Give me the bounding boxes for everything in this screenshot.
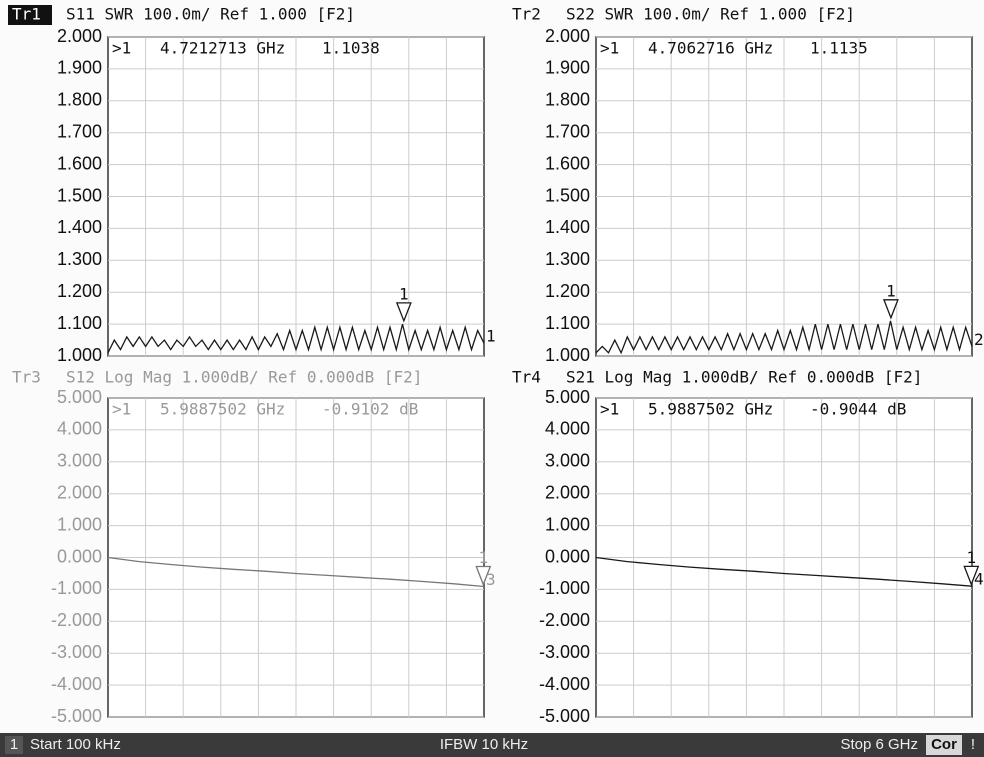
y-tick-label: 1.700	[57, 121, 102, 141]
trace-line	[595, 320, 973, 355]
marker-frequency: 5.9887502 GHz	[160, 400, 285, 419]
y-tick-label: 3.000	[545, 451, 590, 471]
y-tick-label: -1.000	[539, 578, 590, 598]
chart-title: S22 SWR 100.0m/ Ref 1.000 [F2]	[566, 5, 855, 24]
correction: Cor	[931, 736, 957, 753]
y-tick-label: 5.000	[545, 387, 590, 407]
trace-label: Tr3	[12, 368, 41, 387]
marker-number: 1	[966, 548, 976, 567]
ifbw: IFBW 10 kHz	[440, 736, 528, 753]
y-tick-label: 1.100	[545, 313, 590, 333]
marker-frequency: 5.9887502 GHz	[648, 400, 773, 419]
y-tick-label: 1.700	[545, 121, 590, 141]
trace-line	[107, 323, 485, 354]
start-frequency: Start 100 kHz	[30, 736, 121, 753]
y-tick-label: 4.000	[57, 419, 102, 439]
marker-value: -0.9102 dB	[322, 400, 418, 419]
trace-line	[107, 556, 485, 588]
channel-box	[5, 736, 23, 754]
y-tick-label: 1.900	[545, 58, 590, 78]
y-tick-label: 1.500	[57, 185, 102, 205]
y-tick-label: 1.900	[57, 58, 102, 78]
y-tick-label: 1.600	[545, 153, 590, 173]
trace-tag: 3	[486, 570, 496, 589]
status-bar	[0, 733, 984, 757]
y-tick-label: 1.300	[545, 249, 590, 269]
y-tick-label: 1.300	[57, 249, 102, 269]
y-tick-label: 0.000	[545, 546, 590, 566]
y-tick-label: -1.000	[51, 578, 102, 598]
y-tick-label: 1.400	[57, 217, 102, 237]
marker-number: 1	[399, 284, 409, 303]
y-tick-label: -5.000	[539, 706, 590, 726]
trace-line	[595, 556, 973, 587]
y-tick-label: 5.000	[57, 387, 102, 407]
marker-readout: >1	[600, 39, 619, 58]
trace-tag: 1	[486, 327, 496, 346]
marker-readout: >1	[112, 400, 131, 419]
marker-number: 1	[478, 548, 488, 567]
y-tick-label: 1.800	[545, 90, 590, 110]
trace-label: Tr1	[12, 5, 41, 24]
y-tick-label: -3.000	[51, 642, 102, 662]
stop-frequency: Stop 6 GHz	[840, 736, 918, 753]
y-tick-label: 1.500	[545, 185, 590, 205]
y-tick-label: 3.000	[57, 451, 102, 471]
marker-readout: >1	[600, 400, 619, 419]
channel: 1	[10, 736, 18, 753]
y-tick-label: 4.000	[545, 419, 590, 439]
y-tick-label: 2.000	[545, 26, 590, 46]
marker-number: 1	[886, 281, 896, 300]
marker-value: 1.1135	[810, 39, 868, 58]
marker	[963, 565, 980, 587]
y-tick-label: 1.000	[545, 345, 590, 365]
y-tick-label: 1.800	[57, 90, 102, 110]
trace-label: Tr2	[512, 5, 541, 24]
marker-frequency: 4.7062716 GHz	[648, 39, 773, 58]
y-tick-label: -2.000	[539, 610, 590, 630]
y-tick-label: 1.000	[57, 514, 102, 534]
chart-title: S12 Log Mag 1.000dB/ Ref 0.000dB [F2]	[66, 368, 422, 387]
y-tick-label: 1.400	[545, 217, 590, 237]
y-tick-label: -4.000	[51, 674, 102, 694]
trace-tag: 4	[974, 570, 984, 589]
y-tick-label: -5.000	[51, 706, 102, 726]
chart-title: S21 Log Mag 1.000dB/ Ref 0.000dB [F2]	[566, 368, 922, 387]
marker-value: -0.9044 dB	[810, 400, 906, 419]
y-tick-label: 2.000	[57, 482, 102, 502]
y-tick-label: 0.000	[57, 546, 102, 566]
trace-tag: 2	[974, 330, 984, 349]
marker-value: 1.1038	[322, 39, 380, 58]
alert: !	[971, 736, 975, 753]
y-tick-label: 1.600	[57, 153, 102, 173]
y-tick-label: 1.000	[57, 345, 102, 365]
y-tick-label: 2.000	[57, 26, 102, 46]
y-tick-label: 1.200	[57, 281, 102, 301]
y-tick-label: 1.100	[57, 313, 102, 333]
marker	[475, 565, 492, 587]
y-tick-label: 1.200	[545, 281, 590, 301]
chart-title: S11 SWR 100.0m/ Ref 1.000 [F2]	[66, 5, 355, 24]
y-tick-label: -3.000	[539, 642, 590, 662]
trace-label: Tr4	[512, 368, 541, 387]
marker	[395, 302, 412, 323]
trace-label-box	[8, 5, 52, 25]
marker	[882, 299, 899, 320]
correction-box	[926, 735, 962, 755]
y-tick-label: -4.000	[539, 674, 590, 694]
y-tick-label: -2.000	[51, 610, 102, 630]
y-tick-label: 1.000	[545, 514, 590, 534]
marker-frequency: 4.7212713 GHz	[160, 39, 285, 58]
y-tick-label: 2.000	[545, 482, 590, 502]
marker-readout: >1	[112, 39, 131, 58]
